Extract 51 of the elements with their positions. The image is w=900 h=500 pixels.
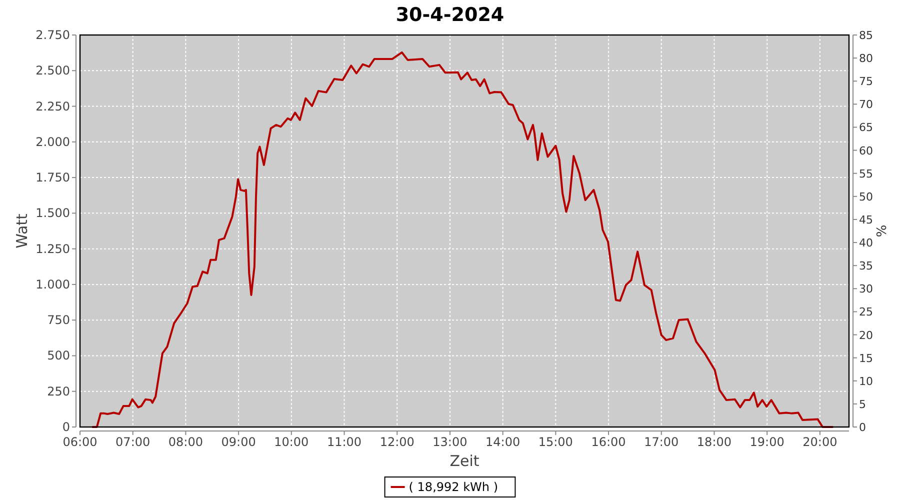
x-tick-label: 16:00 (591, 435, 626, 449)
y2-tick-label: 40 (859, 236, 873, 250)
y2-tick-label: 20 (859, 328, 873, 342)
y2-tick-label: 10 (859, 374, 873, 388)
x-tick-label: 19:00 (750, 435, 784, 449)
y-tick-label: 1.250 (36, 242, 70, 256)
y2-tick-label: 5 (859, 398, 866, 411)
y2-tick-label: 50 (859, 190, 873, 204)
y-tick-label: 250 (47, 384, 70, 398)
y-tick-label: 2.000 (36, 134, 70, 149)
y-axis-title: Watt (13, 213, 31, 248)
line-series (91, 51, 834, 428)
x-tick-label: 17:00 (644, 435, 679, 449)
y-tick-label: 2.750 (36, 28, 70, 42)
x-tick-label: 10:00 (274, 435, 309, 449)
y-tick-label: 0 (62, 420, 70, 434)
y2-tick-label: 45 (859, 213, 873, 226)
y2-tick-label: 55 (859, 167, 873, 180)
x-tick-label: 15:00 (538, 435, 573, 449)
x-tick-label: 07:00 (116, 435, 150, 449)
y-tick-label: 1.000 (36, 277, 70, 292)
x-tick-label: 20:00 (802, 435, 838, 449)
y-tick-label: 2.250 (36, 99, 70, 114)
x-tick-label: 09:00 (221, 435, 256, 449)
x-tick-label: 14:00 (486, 435, 520, 449)
y2-axis-title: % (875, 224, 890, 238)
x-tick-label: 11:00 (326, 435, 362, 449)
y2-tick-label: 35 (859, 260, 873, 273)
y-tick-label: 500 (47, 348, 70, 363)
x-axis-title: Zeit (450, 452, 480, 470)
y2-tick-label: 30 (859, 282, 873, 296)
chart-title: 30-4-2024 (396, 4, 504, 26)
x-tick-label: 06:00 (62, 435, 98, 449)
legend-label: ( 18,992 kWh ) (408, 480, 498, 494)
y2-tick-label: 60 (859, 144, 873, 158)
y-tick-label: 750 (47, 313, 70, 328)
y2-tick-label: 70 (859, 98, 873, 112)
y-tick-label: 2.500 (36, 64, 70, 78)
x-tick-label: 08:00 (168, 435, 203, 449)
y2-tick-label: 80 (859, 52, 873, 66)
y2-tick-label: 25 (859, 306, 873, 319)
y2-tick-label: 65 (859, 121, 873, 134)
y-tick-label: 1.750 (36, 170, 70, 185)
x-tick-label: 18:00 (696, 435, 732, 449)
y-tick-label: 1.500 (36, 206, 70, 220)
x-tick-label: 12:00 (380, 435, 414, 449)
y2-tick-label: 85 (859, 29, 873, 42)
x-tick-label: 13:00 (432, 435, 468, 449)
y2-tick-label: 0 (859, 421, 866, 434)
y2-tick-label: 75 (859, 75, 873, 88)
y2-tick-label: 15 (859, 352, 873, 365)
